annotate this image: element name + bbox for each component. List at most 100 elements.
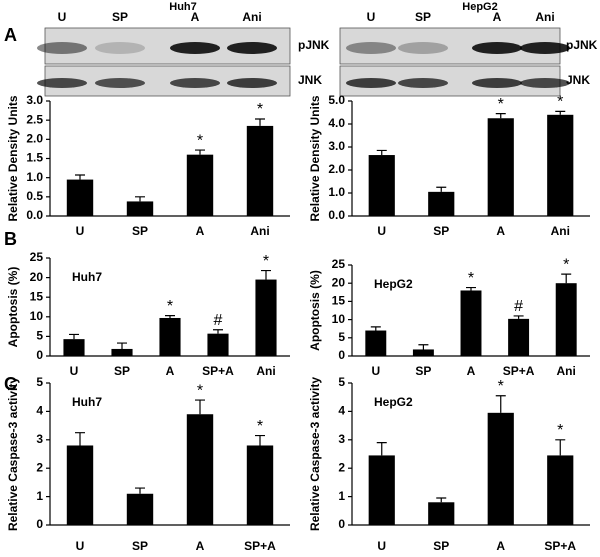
blot-band [170, 78, 220, 88]
x-tick-label: Ani [557, 364, 576, 378]
lane-label: A [191, 10, 200, 24]
x-tick-label: U [377, 224, 386, 238]
panel-letter: C [4, 374, 17, 394]
y-tick-label: 15 [332, 294, 346, 308]
x-tick-label: SP+A [202, 364, 234, 378]
bar [487, 412, 514, 525]
band-label: pJNK [298, 38, 330, 52]
error-bar [195, 149, 205, 155]
error-bar [376, 149, 387, 156]
significance-marker: * [498, 96, 504, 113]
error-bar [418, 344, 429, 350]
significance-marker: * [263, 253, 269, 270]
blot-band [398, 42, 448, 54]
y-tick-label: 2 [338, 460, 345, 474]
y-tick-label: 3.0 [328, 139, 345, 153]
x-tick-label: SP+A [503, 364, 535, 378]
blot-band [346, 78, 396, 88]
y-tick-label: 15 [30, 289, 44, 303]
error-bar [436, 497, 447, 503]
y-axis-label: Relative Caspase-3 activity [6, 377, 20, 531]
error-bar [135, 196, 145, 202]
y-tick-label: 5 [36, 329, 43, 343]
blot-band [227, 78, 277, 88]
significance-marker: * [498, 378, 504, 395]
error-bar [75, 432, 85, 446]
bar [487, 118, 514, 216]
bar [412, 349, 434, 356]
y-tick-label: 5 [338, 330, 345, 344]
bar [368, 455, 395, 525]
x-tick-label: U [76, 539, 85, 553]
blot-band [346, 42, 396, 54]
y-tick-label: 1.0 [328, 185, 345, 199]
bar [547, 455, 574, 525]
y-tick-label: 1 [338, 489, 345, 503]
blot-band [37, 78, 87, 88]
y-tick-label: 0.0 [328, 208, 345, 222]
bar [460, 290, 482, 356]
x-tick-label: A [196, 539, 205, 553]
y-tick-label: 20 [30, 270, 44, 284]
x-tick-label: A [496, 539, 505, 553]
chart-title: HepG2 [374, 395, 413, 409]
bar [207, 333, 229, 356]
y-tick-label: 0 [338, 517, 345, 531]
band-label: JNK [298, 73, 322, 87]
x-tick-label: A [166, 364, 175, 378]
error-bar [69, 333, 79, 340]
significance-marker: # [214, 312, 223, 329]
significance-marker: * [197, 382, 203, 399]
y-axis-label: Relative Density Units [308, 95, 322, 221]
y-tick-label: 25 [332, 257, 346, 271]
x-tick-label: SP [433, 539, 449, 553]
y-tick-label: 2 [36, 460, 43, 474]
significance-marker: * [468, 270, 474, 287]
y-tick-label: 4 [338, 404, 345, 418]
y-axis-label: Apoptosis (%) [308, 270, 322, 351]
significance-marker: * [167, 298, 173, 315]
significance-marker: * [557, 422, 563, 439]
bar [428, 502, 455, 525]
y-tick-label: 3 [36, 432, 43, 446]
significance-marker: * [257, 418, 263, 435]
x-tick-label: Ani [250, 224, 269, 238]
x-tick-label: U [377, 539, 386, 553]
bar [368, 155, 395, 216]
bar [111, 348, 133, 356]
chart-title: Huh7 [72, 395, 102, 409]
y-axis-label: Relative Density Units [6, 95, 20, 221]
error-bar [555, 439, 566, 456]
y-axis-label: Relative Caspase-3 activity [308, 377, 322, 531]
error-bar [495, 395, 506, 413]
significance-marker: * [257, 101, 263, 118]
blot-band [398, 78, 448, 88]
y-tick-label: 1.5 [26, 151, 43, 165]
error-bar [561, 273, 572, 284]
blot-title: HepG2 [462, 1, 497, 13]
error-bar [117, 342, 127, 349]
error-bar [75, 174, 85, 180]
lane-label: Ani [535, 10, 554, 24]
bar [246, 125, 274, 216]
blot-band [95, 78, 145, 88]
bar [126, 493, 154, 525]
lane-label: U [367, 10, 376, 24]
x-tick-label: SP [132, 224, 148, 238]
bar [255, 279, 277, 356]
y-tick-label: 5.0 [328, 93, 345, 107]
y-tick-label: 5 [36, 375, 43, 389]
error-bar [255, 118, 265, 126]
error-bar [555, 110, 566, 115]
blot-band [170, 42, 220, 54]
error-bar [261, 269, 271, 280]
bar [428, 191, 455, 216]
lane-label: U [58, 10, 67, 24]
bar [126, 201, 154, 216]
x-tick-label: A [467, 364, 476, 378]
y-tick-label: 1 [36, 489, 43, 503]
bar [547, 114, 574, 216]
panel-letter: B [4, 229, 17, 249]
error-bar [255, 434, 265, 446]
